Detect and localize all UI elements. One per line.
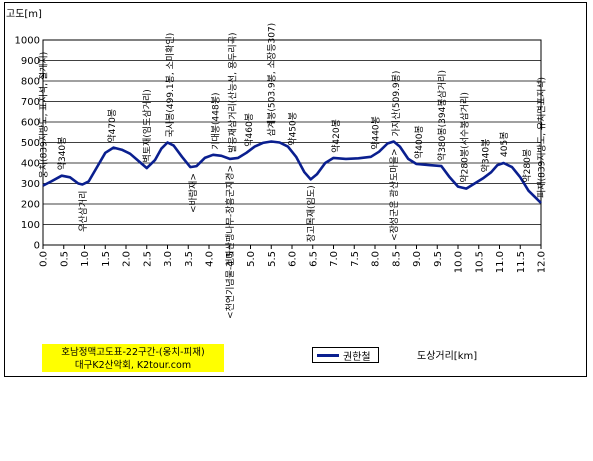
peak-annotation: 약420봉 bbox=[330, 119, 342, 153]
peak-annotation: 웅치(839지방도, 표지석, 절개지) bbox=[38, 52, 50, 179]
x-tick-label: 0.0 bbox=[39, 251, 50, 267]
x-tick-label: 9.0 bbox=[412, 251, 423, 267]
y-tick-label: 0 bbox=[34, 241, 40, 252]
y-tick-label: 1000 bbox=[15, 36, 40, 47]
peak-annotation: 약470봉 bbox=[106, 109, 118, 143]
chart-title: 호남정맥고도표-22구간-(웅치-피재) bbox=[61, 347, 205, 358]
peak-annotation: <바람재> bbox=[187, 173, 199, 213]
peak-annotation: 가지산(509.9봉) bbox=[391, 71, 402, 137]
peak-annotation: 발응재삼거리(산능선, 용두리곡) bbox=[227, 32, 238, 152]
x-tick-label: 11.0 bbox=[495, 251, 506, 273]
x-tick-label: 4.5 bbox=[225, 251, 236, 267]
x-tick-label: 4.0 bbox=[205, 251, 216, 267]
x-tick-label: 8.0 bbox=[371, 251, 382, 267]
x-tick-label: 3.0 bbox=[163, 251, 174, 267]
chart-title-box: 호남정맥고도표-22구간-(웅치-피재) 대구K2산악회, K2tour.com bbox=[42, 344, 224, 372]
x-tick-label: 2.5 bbox=[142, 251, 153, 267]
x-tick-label: 12.0 bbox=[537, 251, 548, 273]
chart-subtitle: 대구K2산악회, K2tour.com bbox=[74, 360, 192, 371]
y-tick-label: 400 bbox=[21, 159, 40, 170]
peak-annotation: 피재(839지방도, 유치면표지석) bbox=[536, 77, 548, 198]
peak-annotation: 약400봉 bbox=[413, 125, 425, 159]
y-tick-label: 600 bbox=[21, 118, 40, 129]
y-tick-label: 200 bbox=[21, 200, 40, 211]
peak-annotation: 국사봉(499.1봉, 소미확인) bbox=[164, 33, 176, 138]
x-tick-label: 0.5 bbox=[59, 251, 70, 267]
peak-annotation: 기대봉(448봉) bbox=[211, 92, 222, 149]
peak-annotation: 장고목재(임도) bbox=[305, 185, 317, 242]
y-tick-label: 700 bbox=[21, 97, 40, 108]
peak-annotation: 약450봉 bbox=[287, 112, 299, 146]
peak-annotation: 삼계봉(503.9봉, 소장등307) bbox=[266, 23, 278, 137]
x-tick-label: 2.0 bbox=[122, 251, 133, 267]
x-tick-label: 9.5 bbox=[433, 251, 444, 267]
peak-annotation: 벽토재(임도삼거리) bbox=[141, 89, 153, 162]
x-tick-label: 6.5 bbox=[308, 251, 319, 267]
x-tick-label: 10.5 bbox=[474, 251, 485, 273]
y-tick-label: 100 bbox=[21, 220, 40, 231]
x-tick-label: 3.5 bbox=[184, 251, 195, 267]
x-tick-label: 7.5 bbox=[350, 251, 361, 267]
y-axis-title: 고도[m] bbox=[6, 9, 42, 20]
chart-frame bbox=[4, 2, 587, 377]
peak-annotation: 약340봉 bbox=[56, 137, 68, 171]
x-tick-label: 5.0 bbox=[246, 251, 257, 267]
y-tick-label: 900 bbox=[21, 56, 40, 67]
legend: 권한철 bbox=[312, 347, 379, 363]
legend-swatch bbox=[317, 353, 339, 357]
peak-annotation: 약440봉 bbox=[370, 116, 382, 150]
series-line bbox=[42, 140, 542, 204]
x-tick-label: 1.0 bbox=[80, 251, 91, 267]
peak-annotation: 약460봉 bbox=[243, 113, 255, 147]
peak-annotation: 약280봉(서수봉삼거리) bbox=[459, 92, 471, 182]
x-tick-label: 8.5 bbox=[391, 251, 402, 267]
peak-annotation: 405봉 bbox=[499, 132, 510, 157]
peak-annotation: <장성군은 광산도마을> bbox=[388, 149, 400, 241]
x-tick-label: 1.5 bbox=[101, 251, 112, 267]
legend-label: 권한철 bbox=[343, 351, 371, 363]
y-tick-label: 500 bbox=[21, 138, 40, 149]
x-tick-label: 6.0 bbox=[288, 251, 299, 267]
peak-annotation: 우산삼거리 bbox=[78, 191, 89, 232]
peak-annotation: 약340봉 bbox=[479, 139, 491, 173]
y-tick-label: 800 bbox=[21, 77, 40, 88]
x-tick-label: 7.0 bbox=[329, 251, 340, 267]
peak-annotation: <천연기념물-천마산팽나무-장흥군지경> bbox=[224, 165, 236, 319]
y-tick-label: 300 bbox=[21, 179, 40, 190]
peak-annotation: 약280봉 bbox=[521, 149, 533, 183]
x-tick-label: 5.5 bbox=[267, 251, 278, 267]
x-tick-label: 11.5 bbox=[516, 251, 527, 273]
x-tick-label: 10.0 bbox=[454, 251, 465, 273]
peak-annotation: 약380봉(394봉삼거리) bbox=[436, 70, 448, 161]
x-axis-title: 도상거리[km] bbox=[417, 351, 478, 362]
